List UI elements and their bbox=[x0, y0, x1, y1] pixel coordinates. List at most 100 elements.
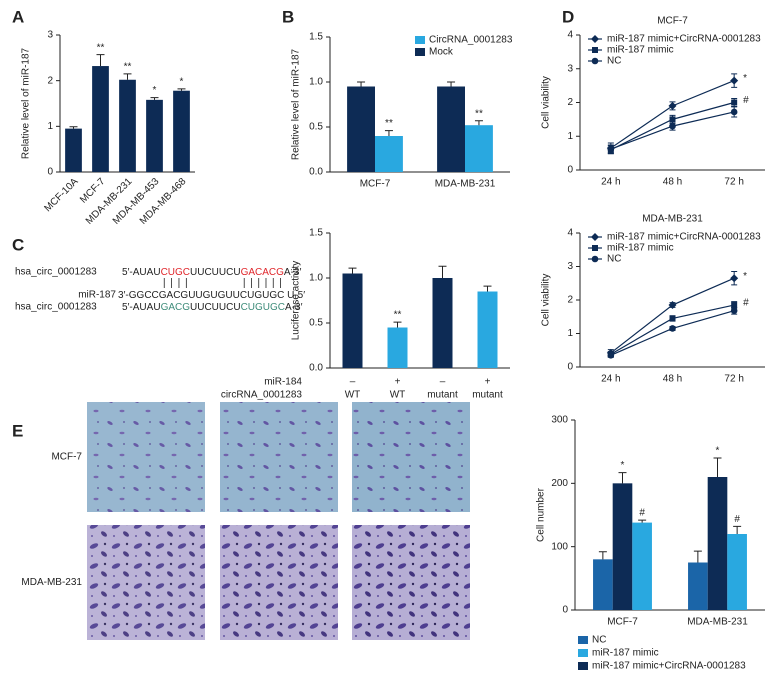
x-tick-label: + bbox=[395, 377, 401, 388]
y-tick-label: 300 bbox=[551, 415, 568, 426]
y-tick-label: 2 bbox=[567, 295, 573, 306]
legend-swatch bbox=[415, 48, 425, 56]
y-tick-label: 0.5 bbox=[309, 318, 323, 329]
marker bbox=[669, 122, 676, 130]
error-bar bbox=[384, 130, 393, 136]
error-bar bbox=[177, 88, 186, 91]
y-tick-label: 3 bbox=[567, 63, 573, 74]
marker bbox=[669, 315, 676, 322]
error-bar bbox=[638, 519, 647, 523]
significance: ** bbox=[475, 108, 483, 119]
y-axis-label: Cell viability bbox=[541, 76, 552, 129]
y-tick-label: 1.0 bbox=[309, 77, 323, 88]
legend-swatch bbox=[415, 36, 425, 44]
row-label: miR-184 bbox=[264, 377, 302, 388]
bar bbox=[727, 534, 747, 610]
marker bbox=[730, 274, 739, 283]
bar bbox=[173, 90, 190, 172]
sequence-name: miR-187 bbox=[78, 290, 116, 301]
y-tick-label: 1.5 bbox=[309, 228, 323, 239]
error-bar bbox=[618, 472, 627, 484]
legend-marker bbox=[591, 35, 599, 43]
legend-label: miR-187 mimic bbox=[607, 45, 674, 56]
bar bbox=[477, 291, 498, 368]
y-tick-label: 0 bbox=[567, 165, 573, 176]
legend-label: NC bbox=[592, 635, 606, 646]
x-tick-label: MDA-MB-231 bbox=[435, 179, 496, 190]
x-tick-label: 72 h bbox=[724, 177, 743, 188]
micrograph bbox=[220, 402, 338, 512]
y-tick-label: 4 bbox=[567, 228, 573, 239]
error-bar bbox=[733, 525, 742, 534]
error-bar bbox=[483, 285, 492, 292]
y-tick-label: 0 bbox=[47, 167, 53, 178]
sequence: 5′-AUAUCUGCUUCUUCUGACACGA-3′ bbox=[122, 267, 301, 278]
panel-label: C bbox=[12, 235, 24, 254]
y-tick-label: 1 bbox=[567, 328, 573, 339]
x-tick-label: 24 h bbox=[601, 374, 620, 385]
x-tick-label: MCF-7 bbox=[607, 617, 638, 628]
marker bbox=[730, 307, 738, 315]
x-tick-label: MDA-MB-231 bbox=[687, 617, 748, 628]
sequence-segment: CUGC bbox=[161, 267, 190, 278]
legend-marker bbox=[591, 233, 599, 241]
marker bbox=[607, 351, 615, 359]
x-tick-label: 24 h bbox=[601, 177, 620, 188]
y-tick-label: 0.0 bbox=[309, 167, 323, 178]
legend-label: miR-187 mimic+CircRNA-0001283 bbox=[607, 232, 761, 243]
sequence-name: hsa_circ_0001283 bbox=[15, 302, 97, 313]
y-tick-label: 0.0 bbox=[309, 363, 323, 374]
error-bar bbox=[447, 81, 456, 87]
legend-marker bbox=[592, 245, 598, 251]
row-label: MDA-MB-231 bbox=[21, 577, 82, 588]
y-tick-label: 1.5 bbox=[309, 32, 323, 43]
sequence-segment: A-3′ bbox=[284, 267, 302, 278]
y-tick-label: 1.0 bbox=[309, 273, 323, 284]
y-tick-label: 3 bbox=[47, 30, 53, 41]
y-axis-label: Relative level of miR-187 bbox=[21, 47, 32, 159]
marker bbox=[607, 145, 615, 153]
sequence-segment: 3′-GGCCGACGUUGUGUUCUGUGC U-5′ bbox=[118, 290, 305, 301]
error-bar bbox=[693, 550, 702, 563]
bar bbox=[612, 483, 633, 610]
sequence-segment: GACG bbox=[161, 302, 191, 313]
x-tick-label: WT bbox=[390, 390, 406, 401]
legend-label: miR-187 mimic bbox=[592, 648, 659, 659]
y-tick-label: 4 bbox=[567, 30, 573, 41]
x-tick-label: mutant bbox=[427, 390, 458, 401]
marker bbox=[668, 301, 677, 310]
significance: # bbox=[743, 95, 749, 106]
x-tick-label: – bbox=[350, 377, 356, 388]
significance: # bbox=[743, 298, 749, 309]
legend-swatch bbox=[578, 662, 588, 670]
x-tick-label: 48 h bbox=[663, 177, 682, 188]
error-bar bbox=[69, 126, 78, 129]
y-axis-label: Luciferase activity bbox=[291, 261, 302, 340]
panel-label: E bbox=[12, 421, 23, 440]
legend-label: miR-187 mimic+CircRNA-0001283 bbox=[592, 661, 746, 672]
marker bbox=[731, 99, 738, 106]
bar bbox=[688, 562, 708, 610]
error-bar bbox=[598, 551, 607, 560]
error-bar bbox=[713, 457, 722, 477]
legend-label: CircRNA_0001283 bbox=[429, 35, 513, 46]
chart-title: MCF-7 bbox=[657, 16, 688, 27]
significance: * bbox=[743, 271, 747, 282]
y-tick-label: 3 bbox=[567, 261, 573, 272]
error-bar bbox=[96, 54, 105, 67]
significance: * bbox=[743, 73, 747, 84]
significance: * bbox=[716, 446, 720, 457]
bar bbox=[593, 559, 613, 610]
legend-label: miR-187 mimic bbox=[607, 243, 674, 254]
sequence-segment: UUCUUCU bbox=[190, 302, 241, 313]
bar bbox=[65, 128, 82, 172]
legend-swatch bbox=[578, 636, 588, 644]
marker bbox=[669, 116, 676, 123]
sequence: 5′-AUAUGACGUUCUUCUCUGUGCA-3′ bbox=[122, 302, 303, 313]
legend-label: NC bbox=[607, 56, 621, 67]
bar bbox=[119, 79, 136, 172]
x-tick-label: 48 h bbox=[663, 374, 682, 385]
bar bbox=[375, 136, 403, 172]
error-bar bbox=[123, 73, 132, 80]
bar bbox=[92, 66, 109, 172]
